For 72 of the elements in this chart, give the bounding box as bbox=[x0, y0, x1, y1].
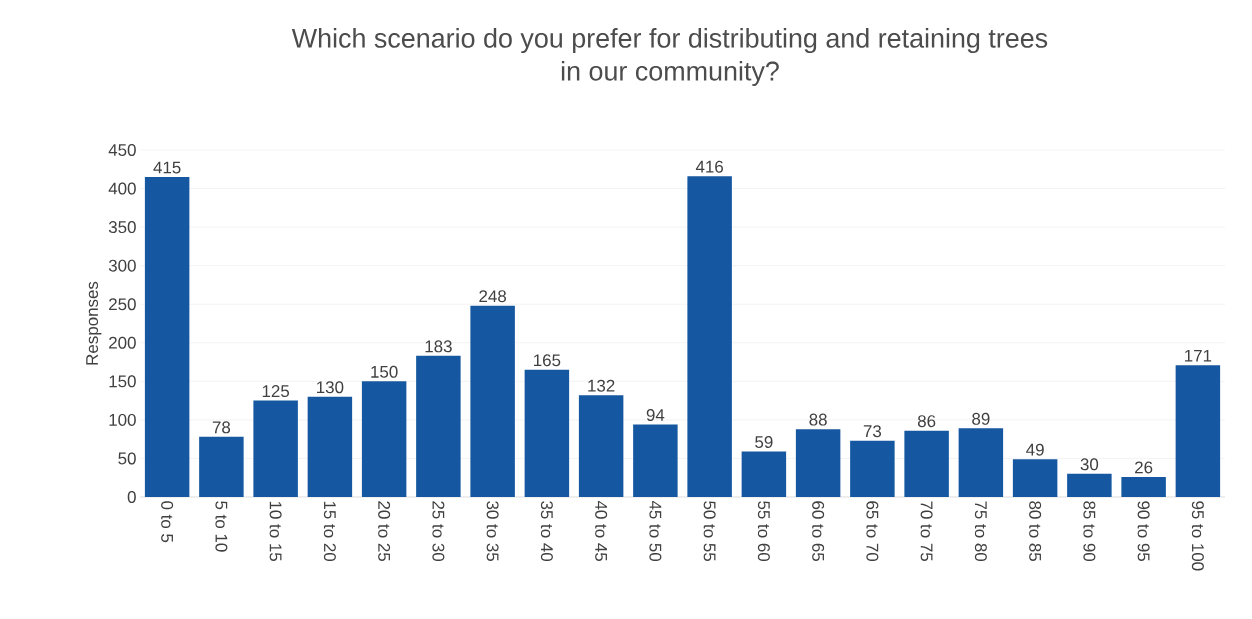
data-label: 130 bbox=[317, 381, 344, 394]
bar bbox=[307, 396, 353, 497]
bar bbox=[687, 176, 732, 497]
bar bbox=[524, 369, 570, 497]
data-label: 171 bbox=[1185, 349, 1212, 362]
x-tick-label: 30 to 35 bbox=[486, 501, 499, 561]
y-tick-label: 200 bbox=[109, 336, 136, 349]
bar bbox=[253, 400, 298, 497]
x-tick-label: 10 to 15 bbox=[269, 501, 282, 561]
data-label: 86 bbox=[917, 415, 936, 428]
bar bbox=[958, 428, 1004, 497]
bar bbox=[1012, 459, 1058, 497]
bar bbox=[795, 429, 841, 497]
bar bbox=[361, 381, 407, 497]
data-label: 78 bbox=[212, 421, 231, 434]
data-label: 248 bbox=[479, 290, 507, 303]
data-label: 59 bbox=[755, 435, 773, 448]
x-tick-label: 90 to 95 bbox=[1137, 501, 1150, 561]
x-tick-label: 0 to 5 bbox=[161, 501, 174, 543]
x-tick-label: 75 to 80 bbox=[974, 501, 987, 562]
x-tick-label: 25 to 30 bbox=[432, 501, 445, 562]
y-tick-label: 300 bbox=[108, 259, 136, 272]
bar bbox=[470, 305, 515, 497]
y-tick-label: 250 bbox=[109, 298, 136, 311]
data-label: 73 bbox=[863, 425, 882, 438]
y-tick-label: 400 bbox=[108, 182, 136, 195]
x-tick-label: 60 to 65 bbox=[812, 501, 825, 561]
x-tick-label: 40 to 45 bbox=[595, 500, 608, 561]
bar bbox=[1121, 476, 1166, 497]
bar bbox=[633, 424, 678, 497]
bar bbox=[144, 176, 190, 497]
x-tick-label: 55 to 60 bbox=[757, 501, 770, 562]
bar bbox=[416, 355, 461, 497]
x-tick-label: 15 to 20 bbox=[323, 501, 336, 562]
data-label: 183 bbox=[425, 340, 452, 353]
bar bbox=[578, 395, 624, 497]
chart-title: Which scenario do you prefer for distributing and retaining trees in our community? bbox=[291, 28, 1048, 86]
data-label: 150 bbox=[371, 365, 398, 378]
y-tick-label: 350 bbox=[108, 221, 136, 234]
bar bbox=[1175, 365, 1221, 497]
x-tick-label: 20 to 25 bbox=[378, 501, 391, 561]
data-label: 89 bbox=[972, 412, 990, 425]
x-tick-label: 85 to 90 bbox=[1083, 501, 1096, 562]
data-label: 165 bbox=[534, 354, 561, 367]
data-label: 49 bbox=[1026, 443, 1044, 456]
x-tick-label: 95 to 100 bbox=[1191, 501, 1204, 571]
bar bbox=[741, 451, 787, 497]
data-label: 132 bbox=[588, 379, 615, 392]
x-tick-label: 35 to 40 bbox=[540, 501, 553, 562]
bar bbox=[850, 440, 895, 497]
x-tick-label: 80 to 85 bbox=[1029, 501, 1042, 561]
y-axis-title: Responses bbox=[86, 281, 102, 365]
data-label: 30 bbox=[1080, 458, 1099, 471]
x-tick-label: 70 to 75 bbox=[920, 501, 933, 561]
x-tick-label: 5 to 10 bbox=[215, 501, 228, 552]
bar bbox=[904, 430, 949, 497]
bar bbox=[1067, 473, 1112, 497]
data-label: 26 bbox=[1135, 461, 1153, 474]
data-label: 416 bbox=[695, 160, 723, 173]
y-tick-label: 450 bbox=[108, 143, 136, 156]
data-label: 94 bbox=[646, 408, 665, 421]
y-tick-label: 100 bbox=[109, 413, 136, 426]
x-tick-label: 50 to 55 bbox=[703, 501, 716, 561]
data-label: 88 bbox=[809, 413, 827, 426]
x-tick-label: 65 to 70 bbox=[866, 501, 879, 562]
bar bbox=[199, 436, 244, 497]
data-label: 415 bbox=[153, 161, 181, 174]
y-tick-label: 150 bbox=[109, 375, 136, 388]
x-tick-label: 45 to 50 bbox=[649, 500, 662, 562]
data-label: 125 bbox=[262, 385, 290, 398]
y-tick-label: 0 bbox=[127, 490, 136, 503]
y-tick-label: 50 bbox=[118, 452, 136, 465]
